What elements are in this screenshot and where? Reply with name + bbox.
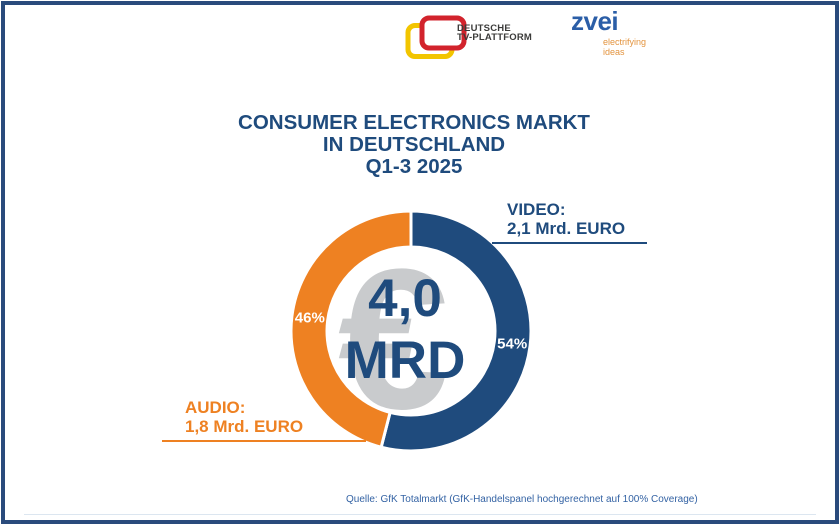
- title-line3: Q1-3 2025: [365, 155, 463, 178]
- donut-segment-audio: [289, 209, 413, 449]
- audio-callout-value: 1,8 Mrd. EURO: [185, 417, 304, 436]
- video-callout-value: 2,1 Mrd. EURO: [507, 219, 626, 238]
- zvei-logo-text: zvei: [571, 6, 619, 36]
- audio-callout: AUDIO: 1,8 Mrd. EURO: [162, 398, 366, 442]
- video-callout-title: VIDEO:: [507, 200, 566, 219]
- percent-label-video: 54%: [497, 335, 528, 353]
- total-value: 4,0 MRD: [310, 268, 500, 392]
- source-note: Quelle: GfK Totalmarkt (GfK-Handelspanel…: [346, 494, 698, 505]
- total-value-number: 4,0: [368, 269, 442, 328]
- title-line1: CONSUMER ELECTRONICS MARKT: [238, 111, 590, 134]
- audio-callout-title: AUDIO:: [185, 398, 246, 417]
- euro-symbol-watermark: €: [337, 228, 450, 451]
- percent-label-audio: 46%: [294, 309, 325, 327]
- video-callout: VIDEO: 2,1 Mrd. EURO: [492, 200, 647, 244]
- tv-plattform-line1: DEUTSCHE: [457, 23, 511, 34]
- total-value-unit: MRD: [344, 331, 466, 390]
- tv-plattform-logo-text: DEUTSCHE TV-PLATTFORM: [457, 23, 533, 43]
- donut-chart: 54% 46%: [289, 209, 533, 453]
- tv-plattform-logo-icon: [405, 15, 467, 59]
- zvei-tagline-line2: ideas: [603, 46, 625, 57]
- tv-plattform-line2: TV-PLATTFORM: [457, 31, 533, 43]
- title-line2: IN DEUTSCHLAND: [322, 133, 506, 156]
- zvei-tagline: electrifying ideas: [603, 37, 647, 57]
- donut-chart-svg: [289, 209, 533, 453]
- page-title: CONSUMER ELECTRONICS MARKT IN DEUTSCHLAN…: [0, 112, 828, 178]
- footer-divider: [24, 514, 816, 515]
- zvei-tagline-line1: electrifying: [603, 37, 647, 47]
- donut-segment-video: [379, 209, 533, 453]
